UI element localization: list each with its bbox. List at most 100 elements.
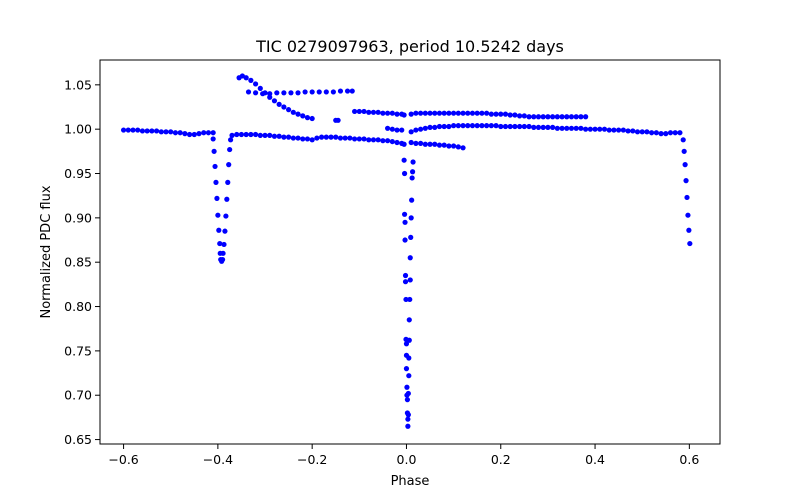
series-7 [385,125,405,133]
y-tick-label: 1.05 [64,77,92,92]
series-5 [333,117,341,123]
data-point [436,110,443,116]
data-point [451,143,457,149]
data-point [550,124,556,130]
data-point [559,125,565,131]
data-point [330,89,336,95]
data-point [521,123,527,130]
data-point [248,131,254,138]
data-point [238,131,245,138]
data-points [120,73,693,429]
data-point [634,129,641,135]
y-tick-label: 0.65 [64,432,92,447]
data-point [228,137,234,143]
data-point [427,141,433,147]
series-0 [120,127,216,138]
data-point [409,197,415,203]
data-point [531,114,537,120]
data-point [407,296,413,303]
data-point [402,272,409,279]
y-tick-label: 0.95 [64,166,92,181]
x-tick-label: −0.4 [203,452,233,467]
series-10 [408,123,683,137]
data-point [385,110,391,116]
data-point [227,146,233,153]
data-point [163,129,169,135]
plot-frame [99,59,721,445]
data-point [408,234,414,240]
data-point [262,132,268,138]
data-point [216,227,222,233]
data-point [245,89,252,95]
chart-title: TIC 0279097963, period 10.5242 days [255,37,564,56]
y-tick-label: 0.90 [64,210,92,225]
data-point [389,110,395,116]
data-point [337,135,344,141]
data-point [210,130,216,136]
data-point [408,111,414,117]
data-point [488,123,494,129]
data-point [507,123,513,130]
data-point [323,89,329,95]
data-point [446,143,452,149]
data-point [484,110,490,116]
data-point [212,163,218,170]
data-point [512,112,518,118]
data-point [663,131,669,137]
data-point [177,130,183,136]
data-point [407,277,413,283]
data-point [158,129,164,135]
x-tick-label: 0.4 [585,452,605,467]
data-point [221,241,227,248]
data-point [455,123,461,129]
data-point [380,138,386,144]
data-point [418,110,424,116]
data-point [502,111,509,117]
data-point [649,130,655,136]
data-point [366,137,372,143]
data-point [413,140,419,146]
data-point [498,123,504,130]
series-2 [229,131,407,147]
x-tick-label: −0.2 [297,452,327,467]
data-point [352,108,358,115]
data-point [356,108,362,115]
data-point [564,125,570,131]
data-point [210,136,216,142]
data-point [409,169,416,175]
data-point [597,126,603,132]
data-point [361,108,367,115]
data-point [153,128,160,134]
data-point [144,128,150,134]
data-point [281,104,287,110]
data-point [356,136,362,142]
series-8 [401,157,416,429]
data-point [526,114,532,120]
data-point [540,114,546,120]
data-point [535,114,542,120]
data-point [403,341,410,347]
y-tick-label: 0.85 [64,255,92,270]
data-point [550,114,556,120]
data-point [408,139,414,146]
data-point [252,81,259,87]
series-12 [680,137,693,247]
data-point [611,127,617,133]
data-point [403,296,409,303]
data-point [531,124,537,130]
data-point [304,115,311,121]
data-point [616,127,622,133]
data-point [684,194,690,201]
y-tick-label: 1.00 [64,122,92,137]
data-point [410,159,416,165]
data-point [683,178,689,184]
data-point [405,412,411,418]
data-point [182,131,188,137]
data-point [402,279,409,285]
data-point [517,123,523,130]
data-point [366,109,372,115]
data-point [630,128,636,134]
data-point [606,127,612,133]
data-point [229,132,235,138]
data-point [474,123,480,129]
